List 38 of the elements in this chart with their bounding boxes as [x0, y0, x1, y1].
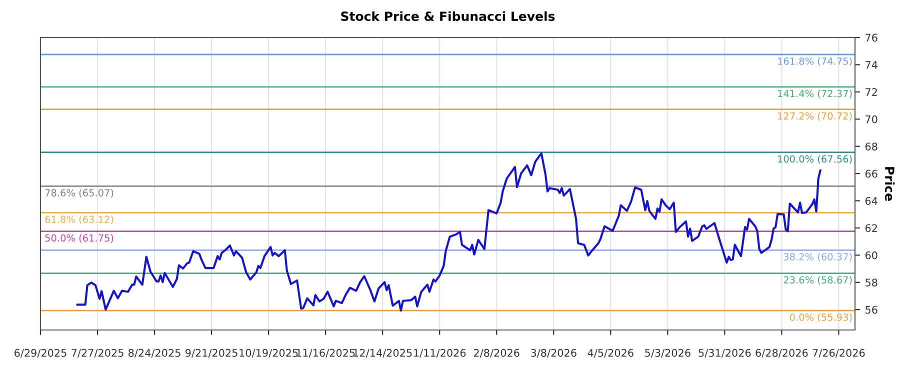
x-tick-label: 2/8/2026	[474, 348, 520, 358]
chart-title: Stock Price & Fibunacci Levels	[341, 11, 555, 22]
x-tick-label: 10/19/2025	[240, 348, 298, 358]
x-tick-label: 6/28/2026	[756, 348, 808, 358]
y-tick-label: 76	[866, 34, 878, 42]
x-tick-label: 5/3/2026	[645, 348, 690, 358]
x-tick-label: 4/5/2026	[588, 348, 634, 358]
y-tick-label: 56	[866, 306, 878, 314]
y-tick-label: 66	[865, 170, 878, 178]
x-tick-label: 1/11/2026	[414, 348, 466, 358]
ref-line-label: 0.0% (55.93)	[790, 313, 852, 322]
x-tick-label: 6/29/2025	[14, 348, 66, 358]
ref-line-label: 100.0% (67.56)	[778, 155, 852, 164]
ref-line-label: 50.0% (61.75)	[45, 234, 114, 243]
y-tick-label: 64	[865, 196, 878, 205]
y-tick-label: 70	[866, 115, 878, 124]
y-tick-label: 62	[865, 224, 877, 232]
y-tick-label: 74	[866, 61, 878, 69]
ref-line-label: 127.2% (70.72)	[778, 112, 852, 121]
ref-line-label: 38.2% (60.37)	[784, 252, 852, 262]
ref-line-label: 161.8% (74.75)	[778, 57, 852, 66]
x-tick-label: 5/31/2026	[698, 348, 751, 358]
y-axis-title: Price	[884, 167, 895, 201]
y-tick-label: 60	[865, 251, 878, 260]
ref-line-label: 23.6% (58.67)	[784, 276, 852, 285]
y-tick-label: 68	[865, 142, 878, 150]
y-tick-label: 72	[866, 88, 877, 96]
y-tick-label: 58	[866, 278, 878, 286]
x-tick-label: 3/8/2026	[531, 348, 576, 358]
x-tick-label: 12/14/2025	[354, 348, 412, 358]
ref-line-label: 61.8% (63.12)	[45, 216, 114, 224]
x-tick-label: 9/21/2025	[185, 348, 238, 358]
ref-line-label: 141.4% (72.37)	[778, 90, 852, 98]
ref-line-label: 78.6% (65.07)	[45, 188, 114, 198]
x-tick-label: 11/16/2025	[296, 348, 355, 358]
x-tick-label: 8/24/2025	[128, 348, 180, 358]
x-tick-label: 7/27/2025	[72, 348, 124, 358]
x-tick-label: 7/26/2026	[812, 348, 865, 358]
